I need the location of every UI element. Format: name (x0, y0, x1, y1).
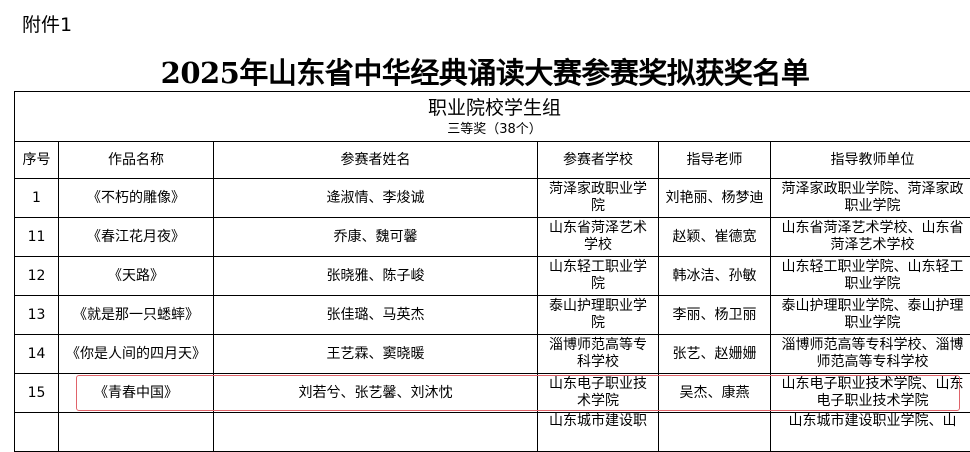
cell-school: 山东城市建设职 (538, 413, 659, 452)
cell-no: 13 (15, 296, 59, 335)
award-table: 职业院校学生组 三等奖（38个） 序号 作品名称 参赛者姓名 参赛者学校 指导老… (14, 91, 970, 452)
cell-participants: 张晓雅、陈子峻 (214, 257, 538, 296)
cell-work: 《青春中国》 (59, 374, 214, 413)
table-row: 14《你是人间的四月天》王艺霖、窦晓暖淄博师范高等专科学校张艺、赵姗姗淄博师范高… (15, 335, 970, 374)
cell-unit: 山东轻工职业学院、山东轻工职业学院 (771, 257, 970, 296)
cell-teachers: 吴杰、康燕 (659, 374, 771, 413)
cell-participants: 王艺霖、窦晓暖 (214, 335, 538, 374)
award-level: 三等奖（38个） (15, 121, 970, 139)
cell-work: 《天路》 (59, 257, 214, 296)
col-header-participants: 参赛者姓名 (214, 142, 538, 179)
cell-no: 12 (15, 257, 59, 296)
table-row: 12《天路》张晓雅、陈子峻山东轻工职业学院韩冰洁、孙敏山东轻工职业学院、山东轻工… (15, 257, 970, 296)
cell-no: 14 (15, 335, 59, 374)
cell-school: 菏泽家政职业学院 (538, 179, 659, 218)
cell-school: 泰山护理职业学院 (538, 296, 659, 335)
cell-work: 《你是人间的四月天》 (59, 335, 214, 374)
cell-no (15, 413, 59, 452)
cell-teachers: 赵颖、崔德宽 (659, 218, 771, 257)
cell-work (59, 413, 214, 452)
table-row: 15《青春中国》刘若兮、张艺馨、刘沐忱山东电子职业技术学院吴杰、康燕山东电子职业… (15, 374, 970, 413)
cell-participants (214, 413, 538, 452)
cell-teachers (659, 413, 771, 452)
cell-school: 山东电子职业技术学院 (538, 374, 659, 413)
cell-school: 淄博师范高等专科学校 (538, 335, 659, 374)
cell-no: 1 (15, 179, 59, 218)
table-row: 13《就是那一只蟋蟀》张佳璐、马英杰泰山护理职业学院李丽、杨卫丽泰山护理职业学院… (15, 296, 970, 335)
col-header-unit: 指导教师单位 (771, 142, 970, 179)
cell-no: 11 (15, 218, 59, 257)
cell-unit: 山东城市建设职业学院、山 (771, 413, 970, 452)
attachment-label: 附件1 (22, 10, 72, 37)
cell-teachers: 刘艳丽、杨梦迪 (659, 179, 771, 218)
cell-work: 《不朽的雕像》 (59, 179, 214, 218)
cell-work: 《春江花月夜》 (59, 218, 214, 257)
cell-teachers: 张艺、赵姗姗 (659, 335, 771, 374)
col-header-teachers: 指导老师 (659, 142, 771, 179)
cell-work: 《就是那一只蟋蟀》 (59, 296, 214, 335)
cell-unit: 菏泽家政职业学院、菏泽家政职业学院 (771, 179, 970, 218)
cell-unit: 山东电子职业技术学院、山东电子职业技术学院 (771, 374, 970, 413)
col-header-work: 作品名称 (59, 142, 214, 179)
table-row: 山东城市建设职 山东城市建设职业学院、山 (15, 413, 970, 452)
cell-teachers: 韩冰洁、孙敏 (659, 257, 771, 296)
cell-teachers: 李丽、杨卫丽 (659, 296, 771, 335)
cell-school: 山东省菏泽艺术学校 (538, 218, 659, 257)
table-row: 1《不朽的雕像》逄淑情、李焌诚菏泽家政职业学院刘艳丽、杨梦迪菏泽家政职业学院、菏… (15, 179, 970, 218)
cell-school: 山东轻工职业学院 (538, 257, 659, 296)
cell-unit: 泰山护理职业学院、泰山护理职业学院 (771, 296, 970, 335)
cell-unit: 山东省菏泽艺术学校、山东省菏泽艺术学校 (771, 218, 970, 257)
cell-no: 15 (15, 374, 59, 413)
column-header-row: 序号 作品名称 参赛者姓名 参赛者学校 指导老师 指导教师单位 (15, 142, 970, 179)
cell-participants: 张佳璐、马英杰 (214, 296, 538, 335)
cell-participants: 乔康、魏可馨 (214, 218, 538, 257)
col-header-no: 序号 (15, 142, 59, 179)
cell-unit: 淄博师范高等专科学校、淄博师范高等专科学校 (771, 335, 970, 374)
group-name: 职业院校学生组 (15, 95, 970, 121)
cell-participants: 刘若兮、张艺馨、刘沐忱 (214, 374, 538, 413)
page-title: 2025年山东省中华经典诵读大赛参赛奖拟获奖名单 (0, 50, 970, 92)
cell-participants: 逄淑情、李焌诚 (214, 179, 538, 218)
table-row: 11《春江花月夜》乔康、魏可馨山东省菏泽艺术学校赵颖、崔德宽山东省菏泽艺术学校、… (15, 218, 970, 257)
group-header-row: 职业院校学生组 三等奖（38个） (15, 92, 970, 142)
col-header-school: 参赛者学校 (538, 142, 659, 179)
